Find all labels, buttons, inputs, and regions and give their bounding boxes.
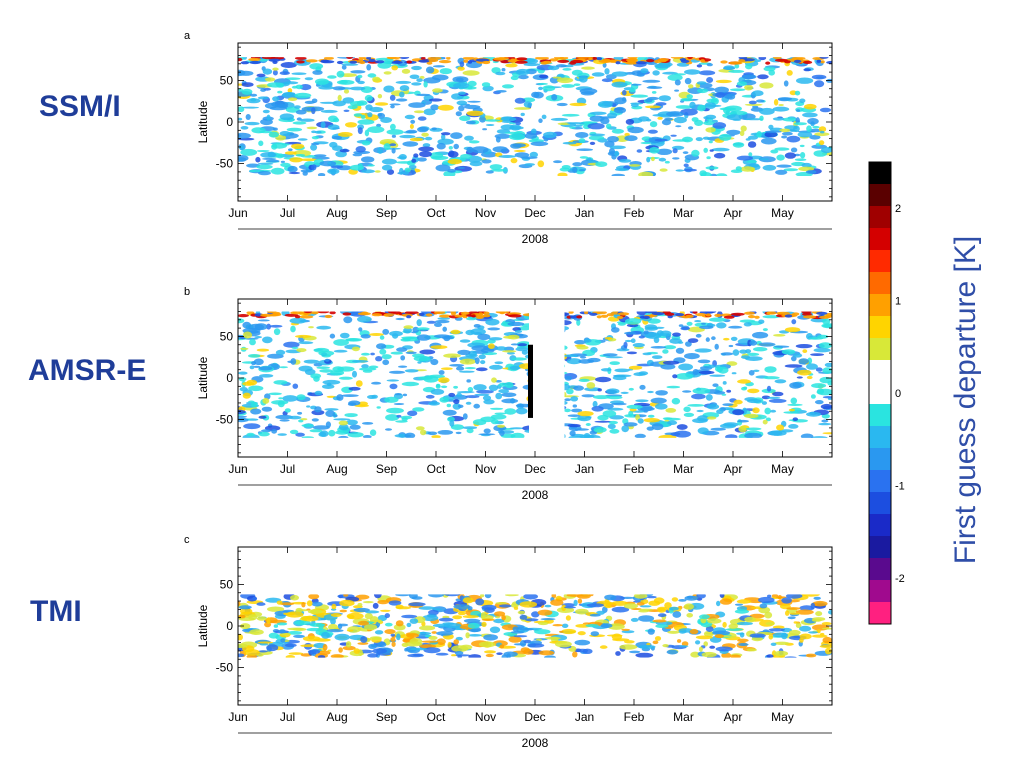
colorbar-swatch — [869, 426, 891, 449]
colorbar-swatch — [869, 536, 891, 559]
x-tick-label: Apr — [724, 462, 743, 476]
x-axis: Jun Jul Aug Sep Oct Nov Dec Jan Feb Mar Apr May 2008 — [228, 43, 832, 246]
x-tick-label: Oct — [427, 462, 446, 476]
panel-b: 50 0 -50 Latitude b Jun Jul Aug Sep Oct Nov Dec Jan F… — [184, 286, 833, 502]
x-tick-label: Feb — [624, 462, 645, 476]
x-tick-label: Apr — [724, 206, 743, 220]
colorbar-tick-label: 0 — [895, 388, 901, 400]
colorbar-swatch — [869, 360, 891, 383]
x-axis-year-label: 2008 — [522, 488, 549, 502]
x-tick-label: Jan — [575, 206, 594, 220]
colorbar-swatch — [869, 206, 891, 229]
colorbar-tick-label: -2 — [895, 573, 905, 585]
y-axis: 50 0 -50 — [216, 46, 832, 198]
colorbar-swatch — [869, 602, 891, 625]
panel-letter: a — [184, 30, 191, 42]
y-tick-label: -50 — [216, 157, 234, 171]
colorbar-tick-label: 1 — [895, 296, 901, 308]
x-tick-label: Jun — [228, 710, 247, 724]
colorbar-swatch — [869, 558, 891, 581]
x-tick-label: Dec — [524, 462, 545, 476]
y-tick-label: 50 — [220, 73, 234, 87]
colorbar-swatch — [869, 338, 891, 361]
colorbar-swatch — [869, 448, 891, 471]
x-tick-label: Oct — [427, 206, 446, 220]
sensor-label-tmi: TMI — [30, 595, 82, 628]
x-tick-label: Feb — [624, 710, 645, 724]
x-axis: Jun Jul Aug Sep Oct Nov Dec Jan Feb Mar Apr May 2008 — [228, 547, 832, 750]
x-tick-label: Mar — [673, 206, 694, 220]
x-tick-label: Jan — [575, 710, 594, 724]
colorbar-swatch — [869, 184, 891, 207]
colorbar-swatch — [869, 404, 891, 427]
x-tick-label: Mar — [673, 710, 694, 724]
gap-edge-marker — [528, 344, 533, 418]
y-tick-label: 0 — [226, 619, 233, 633]
colorbar-swatch — [869, 580, 891, 603]
y-axis-label: Latitude — [196, 100, 210, 143]
panel-letter: c — [184, 534, 190, 546]
x-tick-label: Jul — [280, 710, 295, 724]
colorbar-swatch — [869, 162, 891, 185]
x-tick-label: Aug — [326, 710, 347, 724]
x-tick-label: Aug — [326, 206, 347, 220]
y-tick-label: -50 — [216, 661, 234, 675]
x-tick-label: Mar — [673, 462, 694, 476]
colorbar-swatch — [869, 272, 891, 295]
x-axis-year-label: 2008 — [522, 736, 549, 750]
x-tick-label: Nov — [475, 206, 496, 220]
sensor-label-ssmi: SSM/I — [39, 90, 121, 123]
x-tick-label: Dec — [524, 710, 545, 724]
x-tick-label: Jul — [280, 206, 295, 220]
colorbar-swatch — [869, 316, 891, 339]
departure-field — [238, 57, 832, 177]
x-tick-label: Jun — [228, 206, 247, 220]
x-tick-label: Jul — [280, 462, 295, 476]
x-tick-label: Jan — [575, 462, 594, 476]
panel-letter: b — [184, 286, 190, 298]
sensor-label-amsre: AMSR-E — [28, 354, 147, 387]
departure-field — [238, 594, 832, 658]
x-axis: Jun Jul Aug Sep Oct Nov Dec Jan Feb Mar Apr May 2008 — [228, 299, 832, 502]
y-axis-label: Latitude — [196, 356, 210, 399]
x-tick-label: Oct — [427, 710, 446, 724]
x-tick-label: May — [771, 206, 794, 220]
x-tick-label: Sep — [376, 206, 398, 220]
colorbar-swatch — [869, 294, 891, 317]
colorbar: 2 1 0 -1 -2 First guess departure [K] — [868, 161, 982, 625]
x-tick-label: Jun — [228, 462, 247, 476]
x-tick-label: Feb — [624, 206, 645, 220]
y-axis-label: Latitude — [196, 604, 210, 647]
colorbar-swatch — [869, 382, 891, 405]
colorbar-title: First guess departure [K] — [949, 236, 982, 564]
x-tick-label: Nov — [475, 710, 496, 724]
y-tick-label: 0 — [226, 115, 233, 129]
x-tick-label: Dec — [524, 206, 545, 220]
colorbar-tick-label: -1 — [895, 480, 905, 492]
panel-a: 50 0 -50 Latitude a Jun Jul Aug Sep Oct Nov Dec Jan F… — [184, 30, 833, 246]
colorbar-swatch — [869, 514, 891, 537]
y-axis: 50 0 -50 — [216, 550, 832, 702]
y-tick-label: -50 — [216, 413, 234, 427]
x-tick-label: May — [771, 462, 794, 476]
colorbar-swatch — [869, 470, 891, 493]
x-tick-label: May — [771, 710, 794, 724]
panel-c: 50 0 -50 Latitude c Jun Jul Aug Sep Oct Nov Dec Jan F… — [184, 534, 833, 750]
colorbar-tick-label: 2 — [895, 203, 901, 215]
colorbar-swatch — [869, 492, 891, 515]
x-tick-label: Sep — [376, 462, 398, 476]
colorbar-swatch — [869, 228, 891, 251]
x-tick-label: Nov — [475, 462, 496, 476]
x-tick-label: Aug — [326, 462, 347, 476]
colorbar-frame — [868, 161, 892, 625]
y-tick-label: 50 — [220, 577, 234, 591]
x-axis-year-label: 2008 — [522, 232, 549, 246]
y-axis: 50 0 -50 — [216, 302, 832, 454]
y-tick-label: 0 — [226, 371, 233, 385]
colorbar-swatch — [869, 250, 891, 273]
x-tick-label: Apr — [724, 710, 743, 724]
x-tick-label: Sep — [376, 710, 398, 724]
y-tick-label: 50 — [220, 329, 234, 343]
